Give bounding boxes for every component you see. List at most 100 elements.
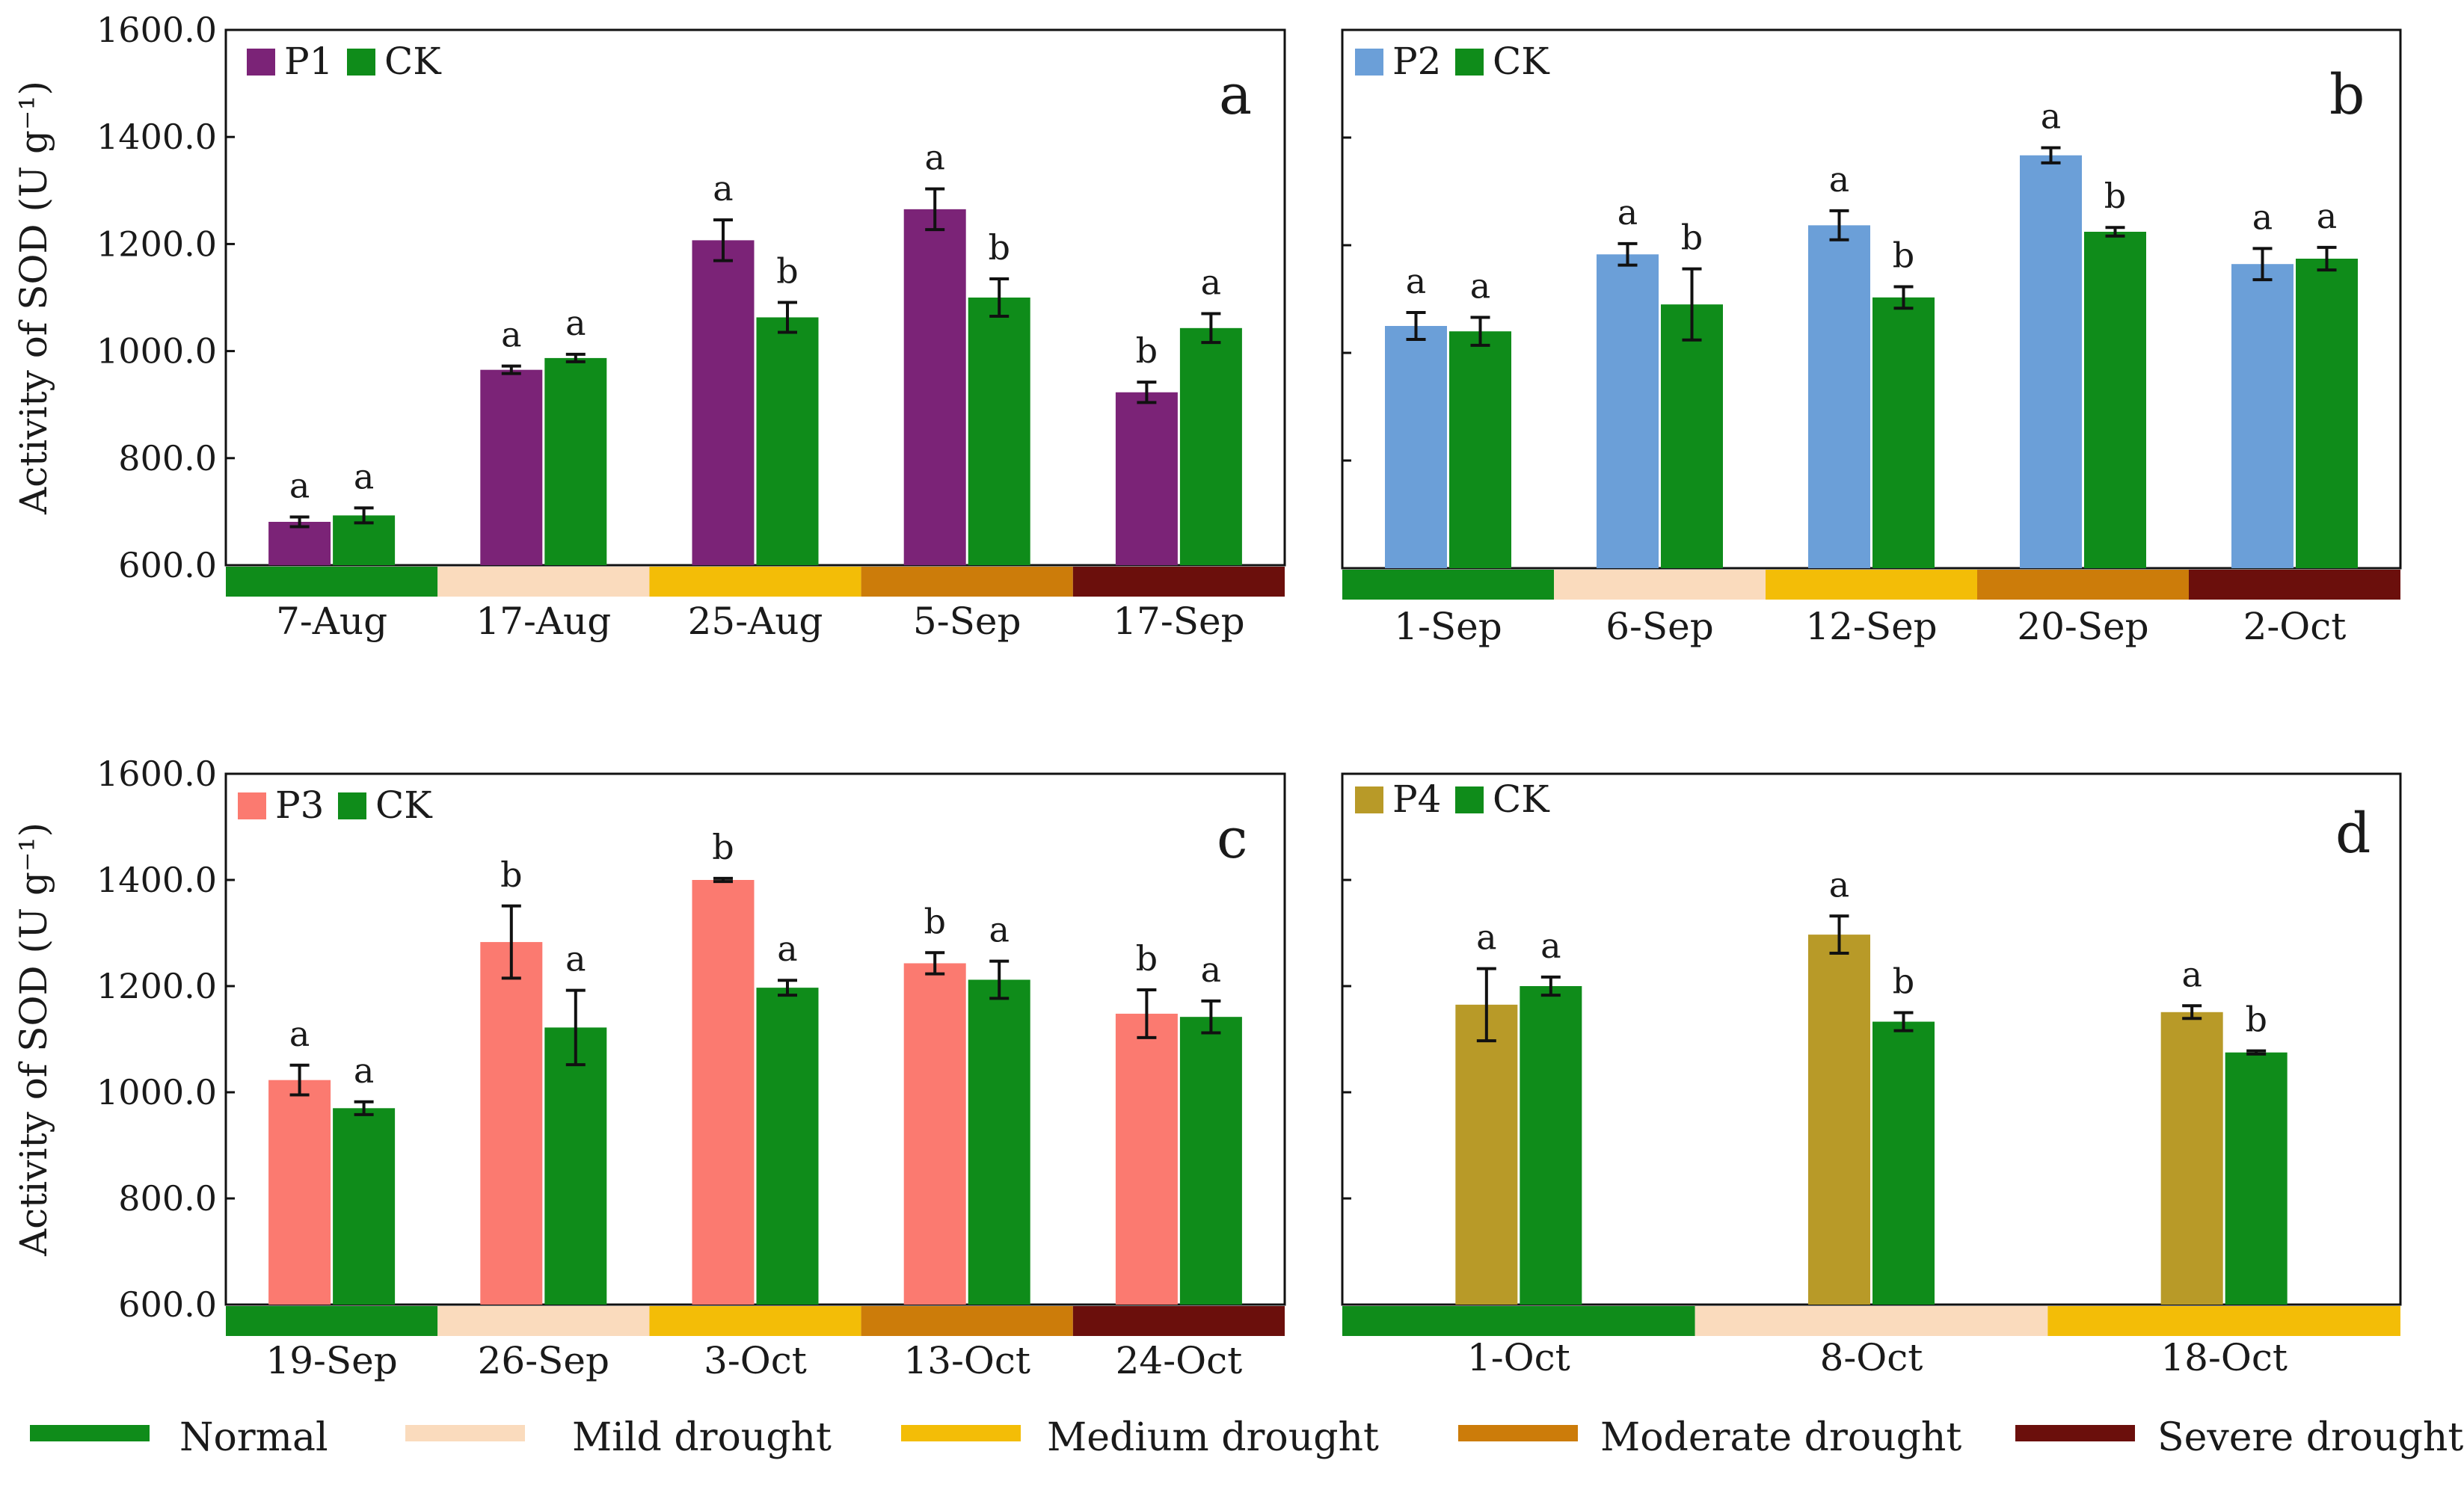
significance-letter: a bbox=[1829, 159, 1849, 200]
legend-swatch-p3 bbox=[238, 792, 266, 819]
significance-letter: a bbox=[1540, 926, 1561, 966]
x-tick-label: 25-Aug bbox=[688, 600, 823, 643]
legend-label-ck: CK bbox=[384, 40, 442, 83]
y-tick-label: 1400.0 bbox=[96, 117, 217, 157]
panel-letter: d bbox=[2335, 801, 2371, 866]
legend-swatch-ck bbox=[1455, 49, 1484, 76]
bar-ck-26-sep bbox=[544, 1027, 607, 1305]
y-tick-label: 600.0 bbox=[118, 1284, 217, 1325]
y-tick-label: 800.0 bbox=[118, 1178, 217, 1219]
significance-letter: a bbox=[1406, 261, 1426, 301]
bar-ck-13-oct bbox=[968, 979, 1030, 1305]
stage-band-moderate-drought bbox=[861, 1306, 1073, 1336]
significance-letter: b bbox=[1681, 218, 1703, 258]
bar-ck-19-sep bbox=[333, 1108, 396, 1305]
legend-label-mild-drought: Mild drought bbox=[572, 1415, 832, 1460]
legend-label-p4: P4 bbox=[1392, 778, 1441, 821]
bar-ck-17-aug bbox=[544, 357, 607, 565]
stage-band-mild-drought bbox=[1695, 1306, 2048, 1336]
y-axis-label: Activity of SOD (U g⁻¹) bbox=[12, 822, 55, 1257]
significance-letter: a bbox=[2317, 196, 2337, 236]
significance-letter: a bbox=[354, 456, 374, 496]
significance-letter: a bbox=[2041, 96, 2061, 137]
stage-band-medium-drought bbox=[649, 567, 861, 597]
significance-letter: a bbox=[565, 303, 586, 343]
y-tick-label: 1000.0 bbox=[96, 331, 217, 372]
y-tick-label: 1000.0 bbox=[96, 1072, 217, 1112]
bar-ck-25-aug bbox=[756, 317, 819, 565]
bar-p2-2-oct bbox=[2231, 264, 2294, 568]
stage-band-normal bbox=[226, 1306, 438, 1336]
bar-ck-3-oct bbox=[756, 988, 819, 1305]
plot-frame bbox=[224, 772, 1286, 1306]
legend-swatch-ck bbox=[347, 49, 375, 76]
x-tick-label: 19-Sep bbox=[265, 1339, 397, 1382]
bar-ck-24-oct bbox=[1179, 1017, 1242, 1305]
significance-letter: a bbox=[1829, 864, 1849, 905]
significance-letter: a bbox=[565, 939, 586, 979]
stage-band-medium-drought bbox=[1766, 570, 1977, 600]
stage-band-medium-drought bbox=[2047, 1306, 2400, 1336]
panel-c: 600.0 800.0 1000.0 1200.0 1400.0 1600.0 Activi… bbox=[12, 754, 1286, 1382]
stage-band-severe-drought bbox=[2189, 570, 2400, 600]
legend-swatch-mild-drought bbox=[405, 1425, 525, 1441]
x-tick-label: 12-Sep bbox=[1805, 605, 1937, 648]
panel-letter: b bbox=[2329, 63, 2365, 127]
x-tick-label: 7-Aug bbox=[276, 600, 387, 643]
bar-p3-3-oct bbox=[692, 880, 755, 1305]
legend-swatch-ck bbox=[1455, 786, 1484, 813]
bar-ck-1-oct bbox=[1520, 986, 1582, 1305]
plot-frame bbox=[1341, 28, 2402, 570]
significance-letter: b bbox=[500, 855, 522, 895]
bar-ck-8-oct bbox=[1872, 1021, 1935, 1305]
bar-p4-8-oct bbox=[1808, 935, 1870, 1305]
panel-letter: c bbox=[1217, 807, 1247, 871]
y-tick-label: 1600.0 bbox=[96, 754, 217, 794]
y-axis-label: Activity of SOD (U g⁻¹) bbox=[12, 81, 55, 515]
legend-swatch-p4 bbox=[1355, 786, 1383, 813]
significance-letter: a bbox=[1617, 192, 1638, 233]
significance-letter: a bbox=[1201, 262, 1221, 302]
legend-label-ck: CK bbox=[375, 784, 433, 827]
plot-frame bbox=[1341, 772, 2402, 1306]
stage-band-moderate-drought bbox=[1977, 570, 2189, 600]
stage-band-severe-drought bbox=[1072, 567, 1285, 597]
legend-swatch-severe-drought bbox=[2015, 1425, 2135, 1441]
legend-label-p2: P2 bbox=[1392, 40, 1441, 83]
panel-letter: a bbox=[1219, 63, 1252, 127]
significance-letter: a bbox=[1201, 949, 1221, 990]
legend-label-normal: Normal bbox=[179, 1415, 328, 1460]
legend-label-p3: P3 bbox=[275, 784, 324, 827]
y-tick-label: 1600.0 bbox=[96, 10, 217, 50]
significance-letter: a bbox=[989, 910, 1009, 950]
stage-band-severe-drought bbox=[1072, 1306, 1285, 1336]
x-tick-label: 6-Sep bbox=[1606, 605, 1714, 648]
x-tick-label: 5-Sep bbox=[913, 600, 1021, 643]
bar-p2-20-sep bbox=[2020, 155, 2082, 568]
significance-letter: a bbox=[713, 168, 733, 209]
legend-label-moderate-drought: Moderate drought bbox=[1600, 1415, 1961, 1460]
legend-label-medium-drought: Medium drought bbox=[1047, 1415, 1379, 1460]
stage-band-normal bbox=[226, 567, 438, 597]
legend-swatch-ck bbox=[338, 792, 366, 819]
bar-p2-12-sep bbox=[1808, 225, 1870, 568]
significance-letter: b bbox=[924, 901, 945, 941]
significance-letter: a bbox=[501, 315, 521, 355]
legend-swatch-p1 bbox=[247, 49, 275, 76]
x-tick-label: 13-Oct bbox=[903, 1339, 1030, 1382]
stage-band-normal bbox=[1342, 570, 1554, 600]
significance-letter: a bbox=[289, 466, 310, 506]
bar-p4-1-oct bbox=[1455, 1004, 1518, 1305]
significance-letter: a bbox=[354, 1050, 374, 1091]
y-tick-label: 1200.0 bbox=[96, 966, 217, 1006]
bar-ck-12-sep bbox=[1872, 297, 1935, 568]
x-tick-label: 20-Sep bbox=[2017, 605, 2148, 648]
legend-label-ck: CK bbox=[1493, 40, 1550, 83]
x-tick-label: 24-Oct bbox=[1116, 1339, 1243, 1382]
bar-ck-18-oct bbox=[2225, 1052, 2288, 1305]
significance-letter: b bbox=[2245, 1000, 2267, 1040]
legend-swatch-p2 bbox=[1355, 49, 1383, 76]
stage-band-mild-drought bbox=[1554, 570, 1766, 600]
panel-b: a a 1-Sep a b 6-Sep a b 12-Sep a b 20-Sep a a 2-Oct P2 C… bbox=[1341, 28, 2402, 648]
